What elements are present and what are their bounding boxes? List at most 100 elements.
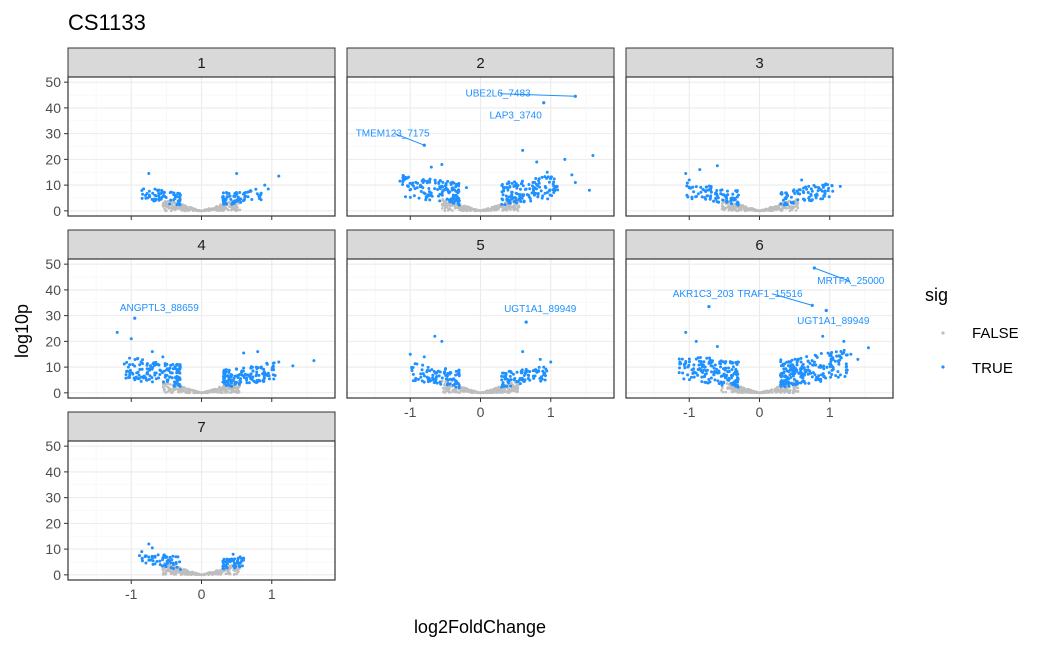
point-sig (444, 374, 448, 378)
point-nonsig (219, 390, 223, 393)
point-sig (408, 195, 412, 199)
point-sig (431, 373, 435, 377)
point-sig (725, 189, 729, 193)
point-sig (789, 360, 793, 364)
point-sig (536, 192, 540, 196)
point-sig (224, 560, 228, 564)
point-sig (168, 555, 172, 559)
point-nonsig (170, 571, 174, 575)
point-sig (550, 194, 554, 198)
point-sig-outlier (698, 168, 702, 172)
point-sig (145, 372, 149, 376)
point-sig (516, 184, 520, 188)
point-sig (831, 189, 835, 193)
point-sig (733, 196, 737, 200)
point-sig (789, 195, 793, 199)
point-sig (457, 184, 461, 188)
point-sig-outlier (235, 172, 239, 176)
point-sig (690, 197, 694, 201)
point-nonsig (513, 387, 517, 390)
point-sig-outlier (408, 352, 412, 356)
point-nonsig (735, 209, 739, 213)
point-sig (522, 373, 526, 377)
point-sig (446, 179, 450, 183)
point-sig (236, 195, 240, 199)
y-tick-label: 0 (53, 203, 61, 219)
point-nonsig (215, 205, 219, 208)
point-nonsig (773, 387, 777, 391)
point-sig (436, 194, 440, 198)
point-nonsig (791, 391, 795, 395)
point-sig (541, 369, 545, 373)
point-sig (823, 191, 827, 195)
point-sig-outlier (521, 350, 525, 354)
point-nonsig (234, 204, 237, 207)
point-sig (228, 560, 232, 564)
point-sig (410, 369, 414, 373)
label-leader (771, 293, 813, 306)
point-sig-outlier (684, 172, 688, 176)
point-nonsig (467, 389, 471, 392)
point-nonsig (190, 388, 194, 392)
point-sig (839, 349, 843, 353)
point-sig (426, 380, 430, 384)
point-sig (419, 372, 423, 376)
point-sig (687, 363, 691, 367)
point-sig (528, 187, 532, 191)
point-sig (784, 378, 788, 382)
point-sig (717, 200, 721, 204)
point-sig (122, 362, 126, 366)
point-sig (699, 368, 703, 372)
label-leader (814, 267, 850, 282)
point-sig (433, 181, 437, 185)
point-sig (128, 356, 132, 360)
point-sig (787, 381, 791, 385)
point-nonsig (739, 389, 742, 393)
point-sig (153, 187, 157, 191)
point-sig (247, 381, 251, 385)
point-sig (697, 363, 701, 367)
point-nonsig (211, 208, 215, 211)
point-nonsig (460, 208, 463, 211)
point-sig (128, 375, 132, 379)
point-sig (785, 193, 789, 197)
point-nonsig (726, 387, 729, 390)
point-nonsig (181, 388, 185, 392)
point-nonsig (463, 388, 466, 392)
point-sig (421, 180, 425, 184)
point-sig (135, 376, 139, 380)
point-sig (719, 192, 723, 196)
point-sig (140, 557, 144, 561)
point-sig (166, 378, 170, 382)
point-sig (714, 197, 718, 201)
point-nonsig (228, 564, 232, 568)
point-sig (221, 375, 225, 379)
point-sig (828, 362, 832, 366)
point-sig (427, 186, 431, 190)
point-nonsig (729, 387, 732, 391)
point-sig (722, 193, 726, 197)
point-nonsig (760, 209, 763, 212)
point-sig (706, 194, 710, 198)
point-sig (504, 194, 508, 198)
point-sig (510, 181, 514, 185)
point-sig (237, 564, 241, 568)
point-sig (505, 182, 509, 186)
point-sig (517, 378, 521, 382)
point-sig (160, 564, 164, 568)
point-nonsig (489, 209, 493, 212)
y-tick-label: 40 (45, 282, 61, 298)
point-sig (222, 381, 226, 385)
point-sig (531, 187, 535, 191)
point-sig (503, 203, 507, 207)
point-sig-outlier (147, 542, 151, 546)
x-tick-label: 0 (198, 586, 206, 602)
point-nonsig (228, 572, 232, 576)
point-sig (530, 184, 534, 188)
point-sig-outlier (715, 345, 719, 349)
point-nonsig (724, 390, 728, 394)
point-sig (136, 356, 140, 360)
point-sig (797, 371, 801, 375)
point-sig-outlier (821, 334, 825, 338)
point-nonsig (445, 388, 448, 391)
